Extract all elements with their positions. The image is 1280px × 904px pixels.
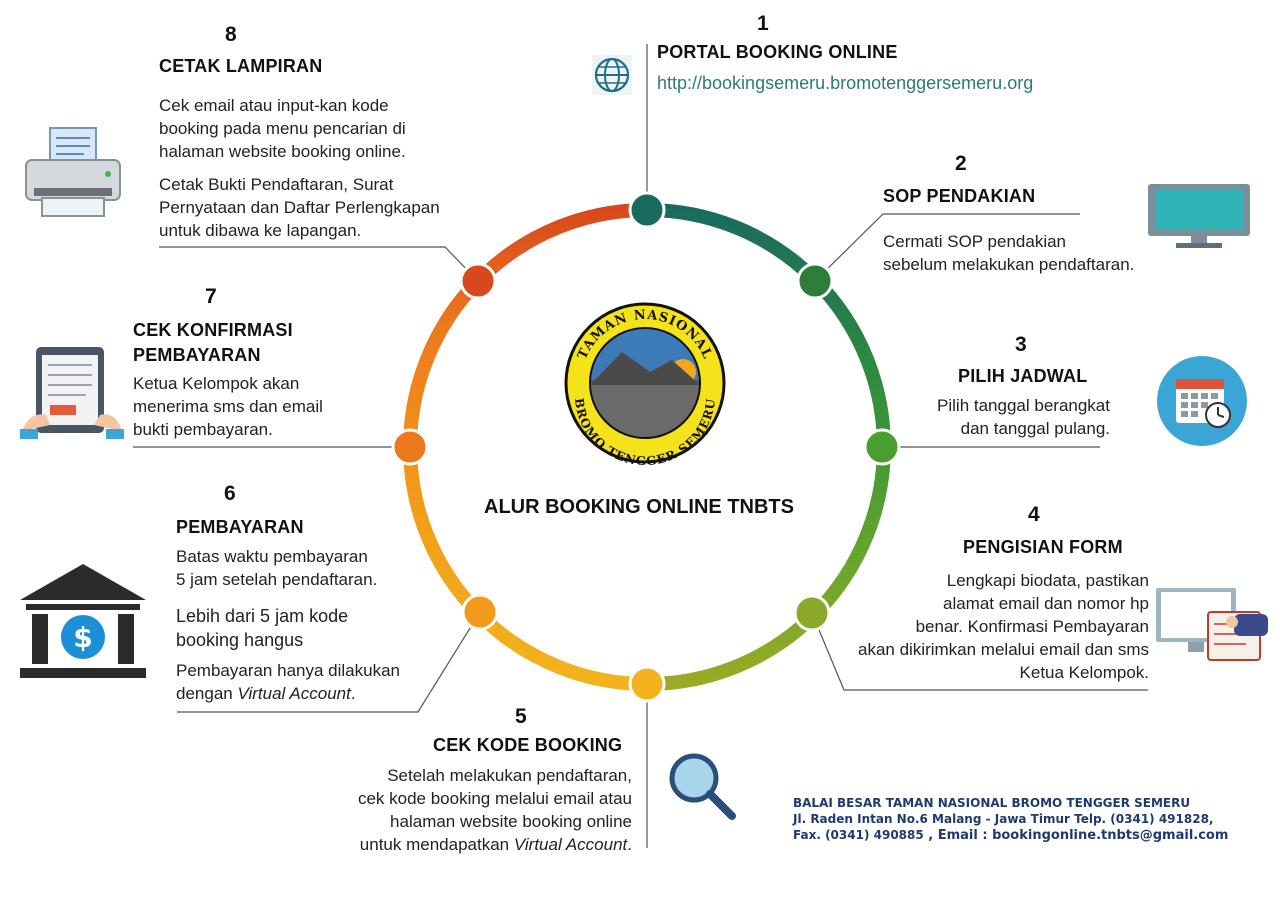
step-7-title: CEK KONFIRMASI PEMBAYARAN bbox=[133, 318, 293, 368]
step-8-text-b: Cetak Bukti Pendaftaran, Surat Pernyataa… bbox=[159, 173, 440, 242]
step-8-number: 8 bbox=[225, 23, 237, 46]
magnifier-icon bbox=[669, 753, 736, 820]
step-4-line: akan dikirimkan melalui email dan sms bbox=[857, 640, 1149, 659]
step-dot-5 bbox=[628, 665, 666, 703]
step-8-line: Pernyataan dan Daftar Perlengkapan bbox=[159, 198, 440, 217]
step-6-line: booking hangus bbox=[176, 630, 304, 650]
step-6-number: 6 bbox=[224, 482, 236, 505]
tablet-icon bbox=[20, 347, 124, 439]
step-4-number: 4 bbox=[1028, 503, 1040, 526]
step-4-line: benar. Konfirmasi Pembayaran bbox=[915, 617, 1149, 636]
step-6-text-prefix: dengan bbox=[176, 684, 238, 703]
connector-6 bbox=[177, 611, 481, 713]
globe-icon bbox=[592, 55, 632, 95]
organization-footer: BALAI BESAR TAMAN NASIONAL BROMO TENGGER… bbox=[793, 795, 1228, 844]
step-5-line: untuk mendapatkan Virtual Account. bbox=[358, 833, 632, 856]
connector-lines bbox=[133, 44, 1148, 848]
step-5-text: Setelah melakukan pendaftaran, cek kode … bbox=[358, 764, 632, 856]
step-7-line: Ketua Kelompok akan bbox=[133, 374, 300, 393]
step-7-title-line: CEK KONFIRMASI bbox=[133, 320, 293, 340]
monitor-icon bbox=[1148, 184, 1250, 248]
step-dot-8 bbox=[459, 262, 497, 300]
diagram-title: ALUR BOOKING ONLINE TNBTS bbox=[484, 496, 794, 518]
step-7-number: 7 bbox=[205, 285, 217, 308]
calendar-icon bbox=[1157, 356, 1247, 446]
step-3-line: Pilih tanggal berangkat bbox=[937, 396, 1110, 415]
step-6-text-b: Lebih dari 5 jam kode booking hangus bbox=[176, 604, 348, 652]
step-7-text: Ketua Kelompok akan menerima sms dan ema… bbox=[133, 372, 323, 441]
step-8-line: untuk dibawa ke lapangan. bbox=[159, 221, 362, 240]
step-dot-1 bbox=[628, 191, 666, 229]
step-dot-4 bbox=[793, 594, 831, 632]
step-6-text-suffix: . bbox=[350, 684, 356, 703]
footer-address: Jl. Raden Intan No.6 Malang - Jawa Timur… bbox=[793, 812, 1214, 826]
step-8-line: halaman website booking online. bbox=[159, 142, 406, 161]
step-4-line: Ketua Kelompok. bbox=[1019, 663, 1149, 682]
step-7-line: bukti pembayaran. bbox=[133, 420, 273, 439]
step-1-title: PORTAL BOOKING ONLINE bbox=[657, 42, 898, 62]
step-6-line: Batas waktu pembayaran bbox=[176, 547, 368, 566]
footer-email: , Email : bookingonline.tnbts@gmail.com bbox=[923, 828, 1229, 843]
step-3-text: Pilih tanggal berangkat dan tanggal pula… bbox=[937, 394, 1110, 440]
form-icon bbox=[1156, 588, 1268, 661]
step-8-title: CETAK LAMPIRAN bbox=[159, 56, 323, 76]
connector-2 bbox=[814, 213, 1080, 282]
step-2-title: SOP PENDAKIAN bbox=[883, 186, 1036, 206]
step-6-line: Pembayaran hanya dilakukan bbox=[176, 661, 400, 680]
step-4-line: Lengkapi biodata, pastikan bbox=[946, 571, 1149, 590]
connector-4 bbox=[811, 612, 1148, 691]
step-8-text-a: Cek email atau input-kan kode booking pa… bbox=[159, 94, 406, 163]
step-5-text-prefix: untuk mendapatkan bbox=[359, 835, 514, 854]
step-7-line: menerima sms dan email bbox=[133, 397, 323, 416]
printer-icon bbox=[25, 127, 121, 217]
bank-icon: $ bbox=[20, 564, 146, 678]
step-3-title: PILIH JADWAL bbox=[958, 366, 1088, 386]
step-5-line: Setelah melakukan pendaftaran, bbox=[387, 766, 632, 785]
step-6-line: dengan Virtual Account. bbox=[176, 682, 400, 705]
footer-contact: Fax. (0341) 490885 , Email : bookingonli… bbox=[793, 827, 1228, 844]
step-8-line: Cek email atau input-kan kode bbox=[159, 96, 389, 115]
step-5-title: CEK KODE BOOKING bbox=[433, 735, 623, 755]
step-3-line: dan tanggal pulang. bbox=[960, 419, 1110, 438]
svg-text:$: $ bbox=[73, 621, 92, 654]
step-dot-3 bbox=[863, 428, 901, 466]
step-4-text: Lengkapi biodata, pastikan alamat email … bbox=[858, 569, 1149, 684]
step-6-text-a: Batas waktu pembayaran 5 jam setelah pen… bbox=[176, 545, 377, 591]
step-6-line: 5 jam setelah pendaftaran. bbox=[176, 570, 378, 589]
step-4-line: alamat email dan nomor hp bbox=[942, 594, 1149, 613]
footer-fax: Fax. (0341) 490885 bbox=[793, 828, 924, 842]
step-2-number: 2 bbox=[955, 152, 967, 175]
step-1-url[interactable]: http://bookingsemeru.bromotenggersemeru.… bbox=[657, 73, 1034, 93]
step-5-line: halaman website booking online bbox=[390, 812, 632, 831]
step-2-line: Cermati SOP pendakian bbox=[883, 232, 1067, 251]
step-7-title-line: PEMBAYARAN bbox=[133, 345, 261, 365]
connector-8 bbox=[159, 246, 479, 282]
step-3-number: 3 bbox=[1015, 333, 1027, 356]
step-dot-6 bbox=[461, 593, 499, 631]
step-1-number: 1 bbox=[757, 12, 769, 35]
step-6-line: Lebih dari 5 jam kode bbox=[176, 606, 349, 626]
step-dot-7 bbox=[391, 428, 429, 466]
step-5-line: cek kode booking melalui email atau bbox=[357, 789, 632, 808]
step-6-text-c: Pembayaran hanya dilakukan dengan Virtua… bbox=[176, 659, 400, 705]
step-2-line: sebelum melakukan pendaftaran. bbox=[883, 255, 1135, 274]
step-5-text-suffix: . bbox=[627, 835, 632, 854]
step-dots bbox=[391, 191, 901, 703]
footer-org-name: BALAI BESAR TAMAN NASIONAL BROMO TENGGER… bbox=[793, 796, 1191, 810]
step-dot-2 bbox=[796, 262, 834, 300]
step-2-text: Cermati SOP pendakian sebelum melakukan … bbox=[883, 230, 1134, 276]
step-8-line: Cetak Bukti Pendaftaran, Surat bbox=[159, 175, 394, 194]
tnbts-logo: TAMAN NASIONAL BROMO TENGGER SEMERU bbox=[564, 302, 726, 468]
step-5-number: 5 bbox=[515, 705, 527, 728]
step-4-title: PENGISIAN FORM bbox=[963, 537, 1123, 557]
step-6-title: PEMBAYARAN bbox=[176, 517, 304, 537]
step-6-text-italic: Virtual Account bbox=[237, 684, 351, 703]
step-8-line: booking pada menu pencarian di bbox=[159, 119, 406, 138]
step-5-text-italic: Virtual Account bbox=[513, 835, 628, 854]
